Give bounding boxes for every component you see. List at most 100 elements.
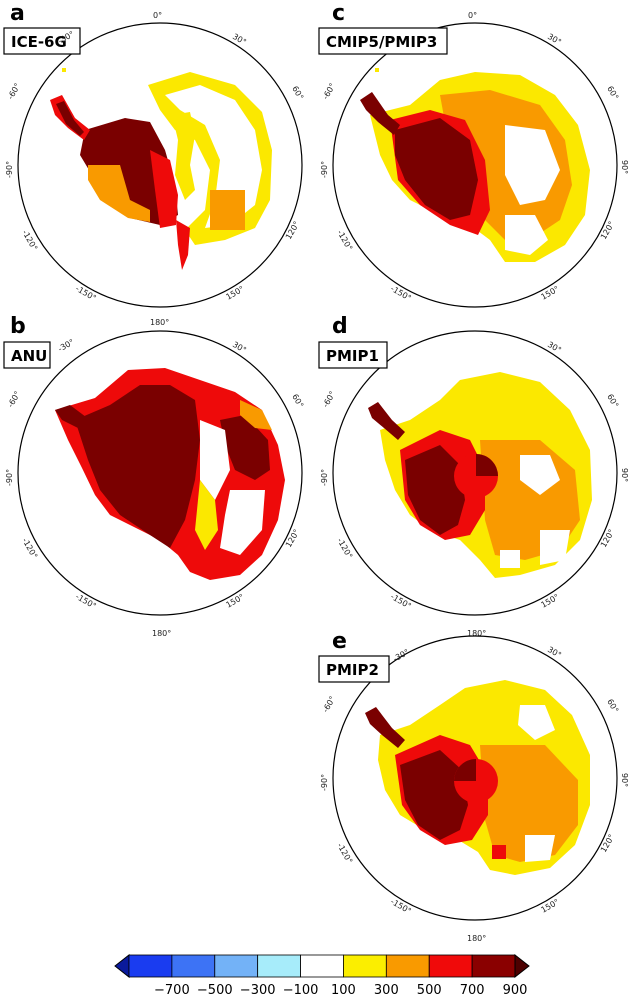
svg-text:-60°: -60° xyxy=(6,390,22,409)
svg-text:30°: 30° xyxy=(546,645,563,660)
svg-text:-90°: -90° xyxy=(5,469,14,486)
panel-b-white-2 xyxy=(220,490,265,555)
svg-text:120°: 120° xyxy=(599,220,616,241)
colorbar: −700 −500 −300 −100 100 300 500 700 900 xyxy=(114,953,530,998)
panel-d-white-1 xyxy=(520,455,560,495)
panel-a-speck xyxy=(62,68,66,72)
svg-text:-90°: -90° xyxy=(320,774,329,791)
svg-text:-90°: -90° xyxy=(320,161,329,178)
panel-d-white-block xyxy=(500,550,520,568)
panel-d-white-2 xyxy=(540,530,570,565)
panel-a-ross-red xyxy=(150,150,178,228)
panel-b-title: ANU xyxy=(11,347,47,365)
panel-b-frame xyxy=(17,330,303,616)
panel-d-letter: d xyxy=(332,314,348,339)
colorbar-segment xyxy=(343,954,387,978)
panel-e-map xyxy=(365,680,590,875)
panel-a: a ICE-6G 0° 30° 60° 120° 150° -30° -60° … xyxy=(3,1,305,308)
panel-b-letter: b xyxy=(10,314,26,339)
svg-text:30°: 30° xyxy=(231,340,248,355)
panel-c-speck xyxy=(375,68,379,72)
panel-a-yellow-tongue xyxy=(172,112,195,200)
svg-text:-120°: -120° xyxy=(20,229,39,253)
svg-text:90°: 90° xyxy=(620,468,629,482)
panel-d-title: PMIP1 xyxy=(326,347,379,365)
svg-text:120°: 120° xyxy=(284,220,301,241)
svg-text:150°: 150° xyxy=(540,592,561,609)
panel-d: d PMIP1 30° 60° 90° 120° 150° -60° -90° … xyxy=(318,314,629,638)
colorbar-tick-label: 500 xyxy=(417,983,442,998)
panel-a-title-box xyxy=(3,27,81,55)
panel-e-peninsula xyxy=(365,707,405,748)
colorbar-tick-label: 900 xyxy=(503,983,528,998)
panel-b-east-dark xyxy=(220,415,270,480)
panel-b: b ANU 180° 30° 60° 120° 150° -30° -60° -… xyxy=(3,314,305,638)
colorbar-segment xyxy=(471,954,516,978)
svg-text:30°: 30° xyxy=(231,32,248,47)
panel-a-frame xyxy=(17,22,303,308)
colorbar-tick-label: −700 xyxy=(154,983,190,998)
panel-c-letter: c xyxy=(332,1,345,26)
panel-a-streak xyxy=(176,220,190,270)
panel-a-orange-block xyxy=(210,190,245,230)
panel-e-dark xyxy=(400,750,468,840)
panel-e-letter: e xyxy=(332,629,347,654)
colorbar-tick-label: −300 xyxy=(240,983,276,998)
panel-a-title: ICE-6G xyxy=(11,33,67,51)
colorbar-tick-label: −500 xyxy=(197,983,233,998)
panel-b-title-box xyxy=(3,341,51,369)
svg-text:-120°: -120° xyxy=(335,537,354,561)
colorbar-segment xyxy=(428,954,473,978)
panel-e-white-1 xyxy=(518,705,555,740)
panel-b-peninsula xyxy=(55,405,90,430)
svg-text:180°: 180° xyxy=(150,318,169,327)
svg-text:0°: 0° xyxy=(153,11,162,20)
svg-text:90°: 90° xyxy=(620,773,629,787)
svg-text:120°: 120° xyxy=(599,833,616,854)
panel-c-frame xyxy=(332,22,618,308)
colorbar-segment xyxy=(128,954,173,978)
panel-e-white-2 xyxy=(525,835,555,862)
svg-text:150°: 150° xyxy=(225,284,246,301)
panel-b-white-1 xyxy=(200,420,230,500)
panel-e-frame xyxy=(332,635,618,921)
svg-text:180°: 180° xyxy=(152,629,171,638)
panel-d-title-box xyxy=(318,341,388,369)
svg-text:-60°: -60° xyxy=(6,82,22,101)
svg-text:-90°: -90° xyxy=(320,469,329,486)
svg-text:60°: 60° xyxy=(605,85,620,102)
svg-text:120°: 120° xyxy=(599,528,616,549)
svg-text:150°: 150° xyxy=(540,284,561,301)
colorbar-tick-label: 300 xyxy=(374,983,399,998)
colorbar-tick-label: −100 xyxy=(283,983,319,998)
panel-c-map xyxy=(360,68,590,262)
colorbar-over-arrow xyxy=(514,953,530,979)
panel-c-white-1 xyxy=(505,125,560,205)
panel-c-peninsula xyxy=(360,92,400,135)
colorbar-segment xyxy=(171,954,216,978)
svg-text:120°: 120° xyxy=(284,528,301,549)
colorbar-segment xyxy=(257,954,301,978)
panel-d-pole-dark xyxy=(476,454,498,476)
svg-text:-60°: -60° xyxy=(321,390,337,409)
svg-text:0°: 0° xyxy=(468,11,477,20)
panel-b-orange xyxy=(240,400,272,430)
svg-text:90°: 90° xyxy=(620,160,629,174)
svg-text:-60°: -60° xyxy=(321,695,337,714)
panel-c-white-2 xyxy=(505,215,548,255)
panel-b-map xyxy=(55,368,285,580)
panel-c-title: CMIP5/PMIP3 xyxy=(326,33,437,51)
colorbar-tick-label: 100 xyxy=(331,983,356,998)
colorbar-tick-label: 700 xyxy=(460,983,485,998)
svg-text:150°: 150° xyxy=(225,592,246,609)
panel-a-map xyxy=(50,68,272,270)
panel-e-pole-dark xyxy=(454,759,476,781)
svg-text:60°: 60° xyxy=(605,393,620,410)
panel-d-dark xyxy=(405,445,465,535)
panel-c-dark-core xyxy=(395,118,478,220)
svg-text:-90°: -90° xyxy=(5,161,14,178)
svg-text:60°: 60° xyxy=(290,393,305,410)
panel-a-letter: a xyxy=(10,1,25,26)
panel-c: c CMIP5/PMIP3 0° 30° 60° 90° 120° 150° -… xyxy=(318,1,629,308)
